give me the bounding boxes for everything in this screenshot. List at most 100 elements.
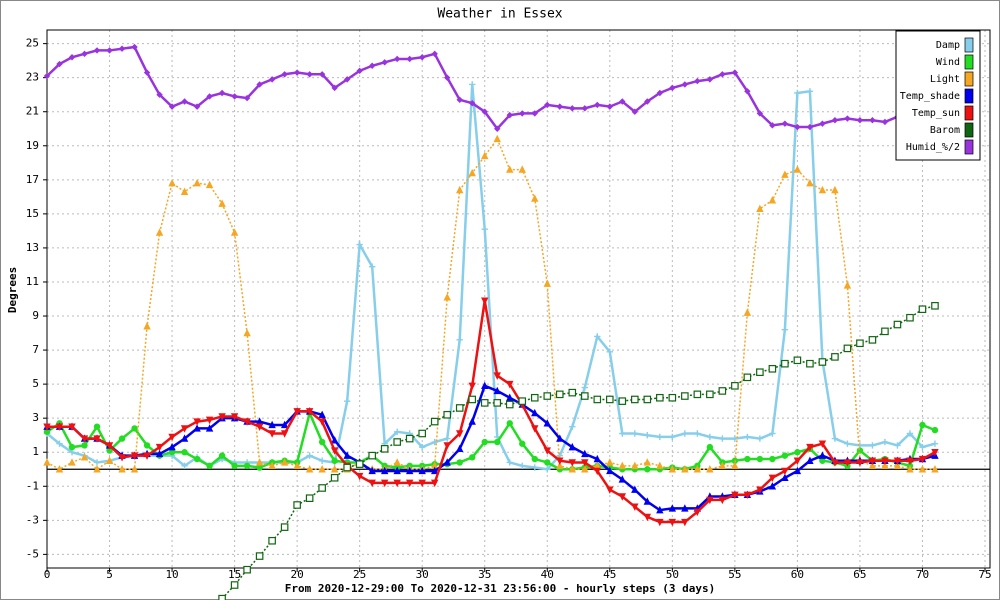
point	[405, 434, 414, 443]
point	[656, 433, 664, 441]
point	[731, 435, 739, 442]
point	[644, 466, 651, 473]
point	[768, 365, 777, 373]
point	[543, 447, 551, 455]
point	[380, 479, 389, 488]
legend-label: Temp_shade	[900, 91, 960, 102]
x-tick-label: 10	[165, 568, 178, 581]
point	[230, 228, 239, 236]
point	[81, 50, 88, 58]
point	[531, 455, 538, 463]
point	[243, 328, 251, 337]
point	[143, 322, 151, 330]
point	[193, 179, 201, 187]
point	[768, 474, 777, 482]
point	[718, 496, 727, 505]
point	[105, 456, 114, 464]
point	[519, 110, 526, 117]
point	[305, 465, 314, 473]
point	[656, 393, 664, 402]
plot-area	[46, 29, 991, 569]
point	[656, 461, 664, 470]
point	[693, 465, 702, 473]
point	[781, 120, 789, 127]
point	[444, 74, 451, 81]
point	[644, 432, 651, 439]
y-tick-label: 13	[26, 241, 39, 254]
point	[643, 513, 652, 522]
point	[168, 179, 176, 187]
point	[93, 47, 101, 54]
point	[368, 451, 376, 460]
point	[706, 443, 714, 451]
point	[468, 382, 476, 391]
point	[230, 413, 239, 421]
point	[469, 100, 476, 107]
point	[668, 393, 677, 402]
point	[181, 462, 188, 470]
point	[618, 461, 627, 470]
x-tick-label: 70	[916, 568, 929, 581]
y-tick-label: 19	[26, 139, 39, 152]
point	[93, 459, 101, 466]
point	[868, 461, 877, 470]
point	[806, 88, 814, 95]
point	[205, 180, 214, 189]
point	[843, 459, 852, 467]
point	[443, 442, 451, 450]
point	[694, 77, 701, 85]
x-tick-label: 65	[853, 568, 866, 581]
point	[330, 447, 339, 455]
point	[118, 465, 126, 473]
point	[931, 465, 939, 473]
point	[530, 393, 539, 402]
point	[355, 472, 364, 481]
point	[456, 430, 464, 438]
point	[868, 336, 877, 344]
point	[668, 465, 677, 473]
y-tick-label: 9	[32, 309, 39, 322]
point	[906, 313, 914, 322]
y-tick-label: 5	[32, 377, 39, 390]
point	[118, 45, 126, 52]
point	[631, 485, 639, 493]
point	[794, 123, 801, 131]
point	[669, 433, 676, 441]
point	[155, 449, 164, 458]
point	[205, 416, 214, 425]
point	[506, 111, 513, 119]
point	[581, 105, 588, 112]
point	[431, 466, 439, 475]
point	[681, 518, 689, 527]
legend-swatch	[964, 54, 974, 70]
point	[693, 390, 702, 399]
point	[831, 459, 839, 467]
point	[506, 393, 514, 401]
point	[255, 423, 264, 431]
point	[718, 387, 727, 395]
point	[381, 59, 388, 66]
point	[268, 420, 276, 429]
point	[681, 430, 689, 437]
point	[268, 536, 276, 545]
point	[55, 423, 64, 431]
point	[568, 459, 576, 467]
point	[743, 308, 752, 316]
point	[580, 392, 589, 400]
point	[693, 508, 702, 517]
point	[769, 122, 776, 129]
point	[631, 461, 639, 470]
point	[418, 429, 426, 438]
x-axis-label: From 2020-12-29:00 To 2020-12-31 23:56:0…	[285, 582, 715, 595]
point	[418, 443, 426, 451]
point	[43, 458, 51, 466]
point	[268, 461, 276, 470]
point	[781, 473, 789, 481]
point	[769, 430, 776, 437]
point	[405, 466, 414, 475]
point	[894, 442, 901, 449]
point	[305, 408, 314, 416]
legend-label: Light	[930, 74, 960, 85]
point	[756, 435, 764, 442]
y-tick-label: -5	[26, 547, 39, 560]
